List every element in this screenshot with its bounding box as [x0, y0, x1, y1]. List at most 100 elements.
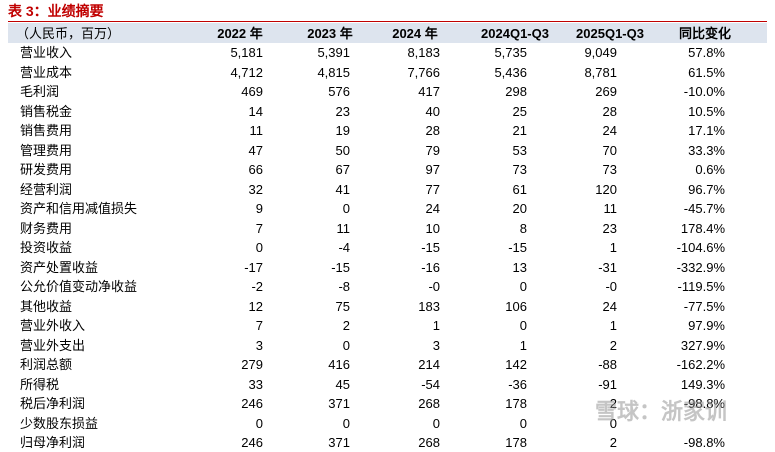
cell: -98.8% [683, 435, 725, 450]
cell: -17 [244, 259, 263, 275]
cell: 40 [425, 103, 440, 119]
cell: 2 [609, 435, 617, 450]
cell: 21 [512, 123, 527, 138]
row-label: 管理费用 [20, 142, 73, 158]
page: 表 3：业绩摘要 （人民币，百万） 2022 年 2023 年 2024 年 2024Q… [8, 3, 767, 450]
cell: 23 [602, 220, 617, 236]
cell: -54 [421, 376, 440, 392]
header-background [8, 23, 767, 43]
row-label: 营业外支出 [20, 337, 86, 353]
cell: -2 [251, 279, 263, 294]
cell: 327.9% [680, 337, 725, 353]
cell: 8,781 [584, 64, 617, 80]
cell: 214 [418, 357, 440, 372]
cell: 2 [609, 337, 617, 353]
cell: 0 [255, 240, 263, 255]
cell: 8,183 [407, 45, 440, 60]
cell: 53 [512, 142, 527, 158]
cell: 178 [505, 435, 527, 450]
cell: 142 [505, 357, 527, 372]
cell: 371 [328, 435, 350, 450]
row-label: 归母净利润 [20, 435, 86, 450]
column-header: 2024 年 [392, 26, 438, 41]
row-label: 税后净利润 [20, 396, 86, 411]
cell: 0 [519, 279, 527, 294]
cell: -104.6% [676, 240, 725, 255]
cell: 61.5% [688, 64, 725, 80]
cell: 41 [335, 181, 350, 197]
cell: 57.8% [688, 45, 725, 60]
cell: 70 [602, 142, 617, 158]
cell: 73 [602, 162, 617, 177]
cell: 1 [609, 240, 617, 255]
table-title: 表 3：业绩摘要 [8, 3, 104, 19]
cell: 7 [255, 220, 263, 236]
cell: -8 [338, 279, 350, 294]
cell: 246 [241, 396, 263, 411]
cell: 279 [241, 357, 263, 372]
row-label: 公允价值变动净收益 [20, 279, 138, 294]
cell: 10 [425, 220, 440, 236]
column-header: 同比变化 [678, 26, 731, 41]
cell: 10.5% [688, 103, 725, 119]
row-label: 财务费用 [20, 220, 73, 236]
cell: 24 [602, 298, 617, 314]
row-label: 研发费用 [20, 162, 73, 177]
cell: 9,049 [584, 45, 617, 60]
cell: 371 [328, 396, 350, 411]
column-header: 2023 年 [307, 26, 353, 41]
row-label: 营业收入 [20, 45, 73, 60]
cell: 79 [425, 142, 440, 158]
cell: 1 [432, 318, 440, 333]
cell: 24 [425, 201, 440, 216]
cell: 23 [335, 103, 350, 119]
cell: 24 [602, 123, 617, 138]
cell: 17.1% [688, 123, 725, 138]
column-header: 2024Q1-Q3 [481, 26, 549, 41]
title-rule [8, 21, 767, 22]
cell: 9 [255, 201, 263, 216]
cell: 14 [248, 103, 263, 119]
cell: -98.8% [683, 396, 725, 411]
cell: 120 [595, 181, 617, 197]
cell: -0 [428, 279, 440, 294]
cell: 0 [342, 337, 350, 353]
cell: 268 [418, 435, 440, 450]
cell: -15 [421, 240, 440, 255]
row-label: 资产和信用减值损失 [20, 201, 138, 216]
cell: 75 [335, 298, 350, 314]
row-label: 经营利润 [20, 181, 73, 197]
cell: 0.6% [695, 162, 725, 177]
cell: 5,181 [230, 45, 263, 60]
cell: 5,735 [494, 45, 527, 60]
cell: -119.5% [677, 279, 725, 294]
cell: 77 [425, 181, 440, 197]
cell: 32 [248, 181, 263, 197]
cell: 417 [418, 84, 440, 99]
cell: 576 [328, 84, 350, 99]
cell: -91 [598, 376, 617, 392]
row-label: 营业外收入 [20, 318, 86, 333]
cell: 13 [512, 259, 527, 275]
cell: 12 [248, 298, 263, 314]
row-label: 销售费用 [20, 123, 73, 138]
cell: 67 [335, 162, 350, 177]
cell: 20 [512, 201, 527, 216]
cell: 2 [342, 318, 350, 333]
cell: 0 [342, 415, 350, 431]
cell: 0 [519, 318, 527, 333]
cell: 19 [335, 123, 350, 138]
cell: 61 [512, 181, 527, 197]
cell: -88 [598, 357, 617, 372]
row-label: 资产处置收益 [20, 259, 99, 275]
watermark: 雪球：浙家训 [595, 399, 728, 424]
cell: 2 [609, 396, 617, 411]
cell: -45.7% [683, 201, 725, 216]
cell: 11 [336, 220, 351, 236]
cell: 268 [418, 396, 440, 411]
cell: 5,436 [494, 64, 527, 80]
cell: -15 [331, 259, 350, 275]
cell: -16 [421, 259, 440, 275]
cell: 178.4% [680, 220, 725, 236]
cell: 183 [418, 298, 440, 314]
